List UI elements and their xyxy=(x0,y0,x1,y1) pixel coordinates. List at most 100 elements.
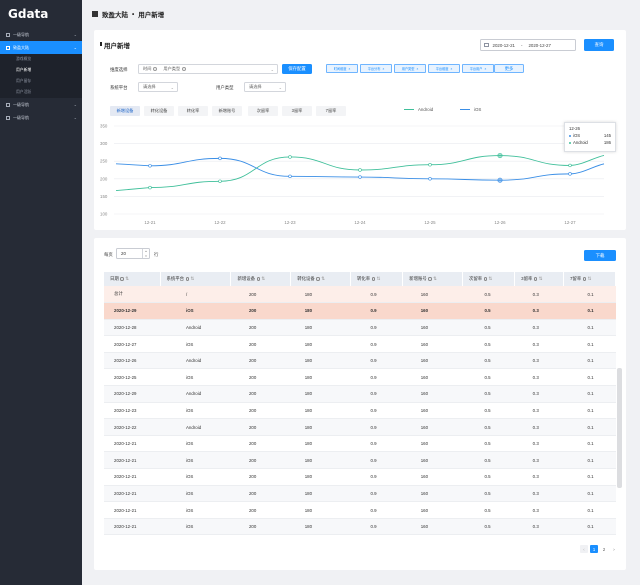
close-icon[interactable]: × xyxy=(348,66,351,71)
table-row[interactable]: 2020-12-29 Android 200 180 0.9 160 0.5 0.3 0.1 xyxy=(104,385,616,403)
date-range-picker[interactable]: 2020-12-21 - 2020-12-27 xyxy=(480,39,576,51)
filter-chip[interactable]: 用户类型 × xyxy=(394,64,426,73)
table-row[interactable]: 总计/200 180 0.9 160 0.5 0.3 0.1 xyxy=(104,286,616,304)
platform-select[interactable]: 请选择 ⌄ xyxy=(138,82,178,92)
dimension-label: 维度选择 xyxy=(110,67,128,72)
download-button[interactable]: 下载 xyxy=(584,250,616,261)
dimension-select[interactable]: 时间 用户类型 ⌄ xyxy=(138,64,278,74)
column-header[interactable]: 转化率 ⇅ xyxy=(350,272,404,286)
table-row[interactable]: 2020-12-25 iOS 200 180 0.9 160 0.5 0.3 0.1 xyxy=(104,368,616,387)
close-icon[interactable]: × xyxy=(450,66,453,71)
table-row[interactable]: 2020-12-21 iOS 200 180 0.9 160 0.5 0.3 0.1 xyxy=(104,501,616,519)
table-cell: 200 xyxy=(230,468,291,486)
table-cell: 160 xyxy=(402,485,463,503)
sort-icon[interactable]: ⇅ xyxy=(125,276,129,281)
column-header[interactable]: 系统平台 ⇅ xyxy=(160,272,232,286)
stepper-icon[interactable]: ▴ ▾ xyxy=(142,249,149,258)
sidebar-subitem[interactable]: 用户新增 xyxy=(0,65,82,76)
dim-option-time[interactable]: 时间 xyxy=(143,66,158,72)
sort-icon[interactable]: ⇅ xyxy=(376,276,381,281)
chevron-icon: ⌄ xyxy=(73,115,77,120)
dim-option-user-type[interactable]: 用户类型 xyxy=(163,66,187,72)
table-cell: 0.5 xyxy=(462,402,515,420)
sort-icon[interactable]: ⇅ xyxy=(190,276,195,281)
chart-tab[interactable]: 转化设备 xyxy=(144,106,174,116)
chart-tab[interactable]: 7留率 xyxy=(316,106,346,116)
table-row[interactable]: 2020-12-21 iOS 200 180 0.9 160 0.5 0.3 0.1 xyxy=(104,485,616,503)
page-button[interactable]: 1 xyxy=(590,545,598,553)
close-icon[interactable]: × xyxy=(484,66,487,71)
prev-page-button[interactable]: ‹ xyxy=(580,545,588,553)
data-point xyxy=(428,163,432,167)
sidebar-group-label: 一级导航 xyxy=(13,114,29,120)
sidebar-group-0[interactable]: 一级导航 ⌄ xyxy=(0,28,82,41)
filter-chip[interactable]: 平台分布 × xyxy=(360,64,392,73)
table-row[interactable]: 2020-12-21 iOS 200 180 0.9 160 0.5 0.3 0.1 xyxy=(104,451,616,470)
sidebar-group-3[interactable]: 一级导航 ⌄ xyxy=(0,111,82,124)
chart-tab[interactable]: 新增账号 xyxy=(212,106,242,116)
more-button[interactable]: 更多 xyxy=(494,64,524,73)
next-page-button[interactable]: › xyxy=(613,546,615,552)
table-row[interactable]: 2020-12-21 iOS 200 180 0.9 160 0.5 0.3 0.1 xyxy=(104,518,616,536)
sidebar-group-2[interactable]: 一级导航 ⌄ xyxy=(0,98,82,111)
column-header[interactable]: 新增设备 ⇅ xyxy=(230,272,292,286)
sort-icon[interactable]: ⇅ xyxy=(488,276,493,281)
table-row[interactable]: 2020-12-29 iOS 200 180 0.9 160 0.5 0.3 0.1 xyxy=(104,302,616,320)
legend-android[interactable]: Android xyxy=(404,107,433,112)
x-tick-label: 12-25 xyxy=(424,220,436,225)
line-chart[interactable]: 100 150 200 250 300 350 12-21 12-22 12-23 12-24 12… xyxy=(94,120,626,228)
menu-icon xyxy=(6,115,10,120)
filter-chip[interactable]: 平台用户 × xyxy=(462,64,494,73)
table-row[interactable]: 2020-12-22 Android 200 180 0.9 160 0.5 0.3 0.1 xyxy=(104,418,616,436)
table-row[interactable]: 2020-12-23 iOS 200 180 0.9 160 0.5 0.3 0.1 xyxy=(104,402,616,420)
column-header[interactable]: 7留率 ⇅ xyxy=(563,272,617,286)
column-header[interactable]: 新增账号 ⇅ xyxy=(402,272,463,286)
table-cell: Android xyxy=(160,352,231,370)
table-row[interactable]: 2020-12-21 iOS 200 180 0.9 160 0.5 0.3 0.1 xyxy=(104,435,616,453)
sort-icon[interactable]: ⇅ xyxy=(433,276,437,281)
sidebar-group-1[interactable]: 致盈大陆 ⌄ xyxy=(0,41,82,54)
close-icon[interactable]: × xyxy=(382,66,385,71)
data-table: 日期 ⇅ 系统平台 ⇅ 新增设备 ⇅ 转化设备 ⇅ 转化率 ⇅ 新增账号 ⇅ 次留率 ⇅ 3留率 ⇅ 7留率 ⇅ … xyxy=(104,272,617,536)
column-header[interactable]: 转化设备 ⇅ xyxy=(290,272,351,286)
chart-tab[interactable]: 3留率 xyxy=(282,106,312,116)
legend-ios[interactable]: iOS xyxy=(460,107,481,112)
table-cell: 180 xyxy=(290,352,351,370)
query-button[interactable]: 查询 xyxy=(584,39,614,51)
sort-icon[interactable]: ⇅ xyxy=(587,276,592,281)
sidebar-subitem[interactable]: 用户活跃 xyxy=(0,87,82,98)
breadcrumb-section[interactable]: 致盈大陆 xyxy=(102,12,128,19)
page-button[interactable]: 2 xyxy=(602,546,606,552)
table-cell: 2020-12-21 xyxy=(104,501,160,519)
table-row[interactable]: 2020-12-26 Android 200 180 0.9 160 0.5 0.3 0.1 xyxy=(104,352,616,370)
table-cell: 180 xyxy=(290,335,351,353)
table-row[interactable]: 2020-12-28 Android 200 180 0.9 160 0.5 0.3 0.1 xyxy=(104,319,616,337)
chart-tab[interactable]: 转化率 xyxy=(178,106,208,116)
table-row[interactable]: 2020-12-21 iOS 200 180 0.9 160 0.5 0.3 0.1 xyxy=(104,468,616,486)
data-point xyxy=(288,174,292,179)
chart-tab[interactable]: 新增设备 xyxy=(110,106,140,116)
filter-chip[interactable]: 时间维度 × xyxy=(326,64,358,73)
user-type-select[interactable]: 请选择 ⌄ xyxy=(244,82,286,92)
scrollbar[interactable] xyxy=(617,368,622,488)
table-cell: 160 xyxy=(402,302,463,320)
sort-icon[interactable]: ⇅ xyxy=(321,276,325,281)
sort-icon[interactable]: ⇅ xyxy=(261,276,266,281)
column-header[interactable]: 次留率 ⇅ xyxy=(462,272,516,286)
close-icon[interactable]: × xyxy=(416,66,419,71)
table-row[interactable]: 2020-12-27 iOS 200 180 0.9 160 0.5 0.3 0.1 xyxy=(104,335,616,353)
sidebar-subitem[interactable]: 游戏概览 xyxy=(0,54,82,65)
table-cell: 180 xyxy=(290,435,351,453)
chart-tab[interactable]: 次留率 xyxy=(248,106,278,116)
filter-chip[interactable]: 平台维度 × xyxy=(428,64,460,73)
save-config-button[interactable]: 保存配置 xyxy=(282,64,312,74)
sidebar-subitem[interactable]: 用户留存 xyxy=(0,76,82,87)
page-size-input[interactable]: 20 ▴ ▾ xyxy=(116,248,150,259)
column-header[interactable]: 3留率 ⇅ xyxy=(514,272,564,286)
menu-icon xyxy=(6,102,10,107)
sort-icon[interactable]: ⇅ xyxy=(538,276,543,281)
calendar-icon xyxy=(484,42,489,48)
column-header[interactable]: 日期 ⇅ xyxy=(104,272,161,286)
table-cell: 0.3 xyxy=(514,435,564,453)
table-cell: 200 xyxy=(230,435,291,453)
